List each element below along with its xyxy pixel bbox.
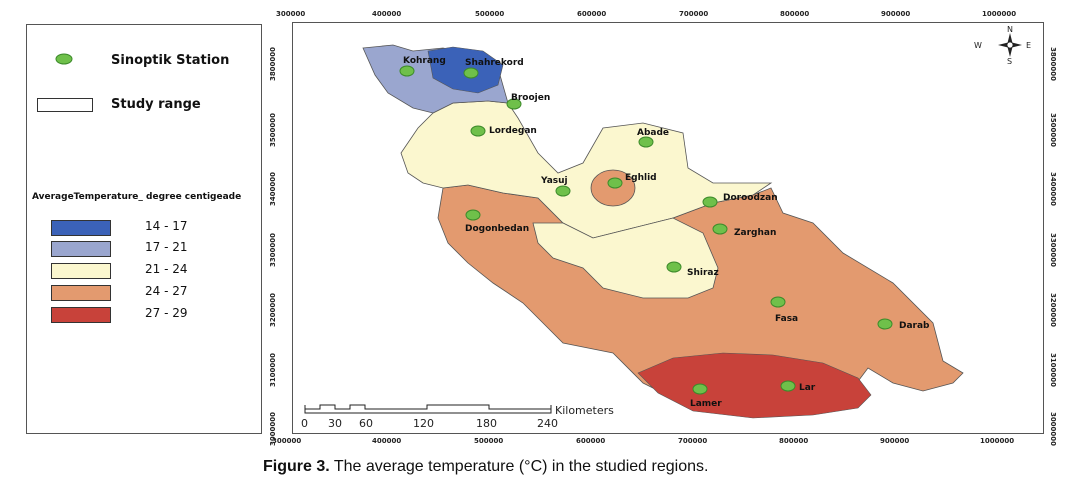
scale-tick-label: 30 <box>328 417 342 430</box>
y-tick-left: 3100000 <box>269 352 278 388</box>
x-tick-top: 900000 <box>881 10 911 18</box>
legend-swatch-17-21 <box>51 241 111 257</box>
station-label-lordegan: Lordegan <box>489 126 537 136</box>
legend-swatch-21-24 <box>51 263 111 279</box>
x-tick-bottom: 500000 <box>474 437 504 445</box>
zone-21-24-south-lobe <box>532 217 719 299</box>
y-tick-right: 3800000 <box>1049 46 1058 82</box>
x-tick-bottom: 900000 <box>880 437 910 445</box>
station-marker-darab <box>877 318 893 330</box>
figure-caption: Figure 3. The average temperature (°C) i… <box>263 458 708 476</box>
legend-station-label: Sinoptik Station <box>111 53 230 68</box>
station-label-broojen: Broojen <box>511 93 550 103</box>
station-label-lar: Lar <box>799 383 816 393</box>
station-marker-yasuj <box>555 185 571 197</box>
x-tick-top: 600000 <box>577 10 607 18</box>
y-tick-left: 3500000 <box>269 112 278 148</box>
station-marker-lar <box>780 380 796 392</box>
legend-temperature-title: AverageTemperature_ degree centigeade <box>32 192 242 202</box>
legend-swatch-27-29 <box>51 307 111 323</box>
y-tick-left: 3200000 <box>269 292 278 328</box>
station-label-shiraz: Shiraz <box>687 268 719 278</box>
legend-study-label: Study range <box>111 97 201 112</box>
scale-tick-label: 120 <box>413 417 434 430</box>
scale-tick-label: 0 <box>301 417 308 430</box>
station-label-kohrang: Kohrang <box>403 56 446 66</box>
y-tick-left: 3400000 <box>269 171 278 207</box>
east-label: E <box>1026 41 1031 50</box>
station-label-zarghan: Zarghan <box>734 228 776 238</box>
x-tick-bottom: 800000 <box>779 437 809 445</box>
station-label-eghlid: Eghlid <box>625 173 657 183</box>
y-tick-left: 3800000 <box>269 46 278 82</box>
y-tick-left: 3000000 <box>269 411 278 447</box>
station-label-shahrekord: Shahrekord <box>465 58 524 68</box>
station-label-yasuj: Yasuj <box>540 176 568 186</box>
x-tick-top: 1000000 <box>982 10 1017 18</box>
y-tick-right: 3200000 <box>1049 292 1058 328</box>
station-label-darab: Darab <box>899 321 930 331</box>
zone-27-29 <box>637 352 872 419</box>
x-tick-bottom: 1000000 <box>980 437 1015 445</box>
x-tick-top: 300000 <box>276 10 306 18</box>
x-tick-top: 700000 <box>679 10 709 18</box>
station-label-lamer: Lamer <box>690 399 722 409</box>
legend-class-label: 21 - 24 <box>145 262 188 276</box>
map-legend: Sinoptik Station Study range AverageTemp… <box>26 24 262 434</box>
y-tick-right: 3400000 <box>1049 171 1058 207</box>
station-marker-shahrekord <box>463 67 479 79</box>
y-tick-right: 3500000 <box>1049 112 1058 148</box>
x-tick-top: 400000 <box>372 10 402 18</box>
station-marker-shiraz <box>666 261 682 273</box>
station-label-doroodzan: Doroodzan <box>723 193 778 203</box>
study-range-symbol <box>37 98 93 112</box>
station-symbol-icon <box>55 53 73 65</box>
scale-tick-label: 180 <box>476 417 497 430</box>
legend-class-label: 14 - 17 <box>145 219 188 233</box>
north-label: N <box>1007 25 1013 34</box>
legend-class-label: 27 - 29 <box>145 306 188 320</box>
x-tick-bottom: 400000 <box>372 437 402 445</box>
station-marker-abade <box>638 136 654 148</box>
x-tick-top: 800000 <box>780 10 810 18</box>
x-tick-bottom: 300000 <box>272 437 302 445</box>
x-tick-top: 500000 <box>475 10 505 18</box>
station-marker-kohrang <box>399 65 415 77</box>
north-arrow-icon <box>998 33 1022 57</box>
x-tick-bottom: 600000 <box>576 437 606 445</box>
station-markers <box>399 65 893 395</box>
caption-bold: Figure 3. <box>263 458 330 475</box>
station-label-dogonbedan: Dogonbedan <box>465 224 529 234</box>
station-marker-lamer <box>692 383 708 395</box>
legend-class-label: 24 - 27 <box>145 284 188 298</box>
scale-tick-label: 240 <box>537 417 558 430</box>
station-marker-dogonbedan <box>465 209 481 221</box>
y-tick-right: 3000000 <box>1049 411 1058 447</box>
west-label: W <box>974 41 982 50</box>
station-label-fasa: Fasa <box>775 314 798 324</box>
station-marker-fasa <box>770 296 786 308</box>
map-frame: N S E W Kilometers 0 30 60 120 180 240 <box>292 22 1044 434</box>
station-marker-lordegan <box>470 125 486 137</box>
scale-unit: Kilometers <box>555 404 614 417</box>
south-label: S <box>1007 57 1012 66</box>
temperature-map: N S E W Kilometers 0 30 60 120 180 240 <box>301 25 1031 430</box>
y-tick-right: 3100000 <box>1049 352 1058 388</box>
y-tick-right: 3300000 <box>1049 232 1058 268</box>
legend-swatch-24-27 <box>51 285 111 301</box>
station-label-abade: Abade <box>637 128 669 138</box>
station-marker-doroodzan <box>702 196 718 208</box>
y-tick-left: 3300000 <box>269 232 278 268</box>
station-marker-zarghan <box>712 223 728 235</box>
scale-bar <box>304 404 552 414</box>
caption-text: The average temperature (°C) in the stud… <box>329 458 709 475</box>
scale-tick-label: 60 <box>359 417 373 430</box>
legend-swatch-14-17 <box>51 220 111 236</box>
legend-class-label: 17 - 21 <box>145 240 188 254</box>
station-marker-broojen <box>506 98 522 110</box>
x-tick-bottom: 700000 <box>678 437 708 445</box>
station-marker-eghlid <box>607 177 623 189</box>
